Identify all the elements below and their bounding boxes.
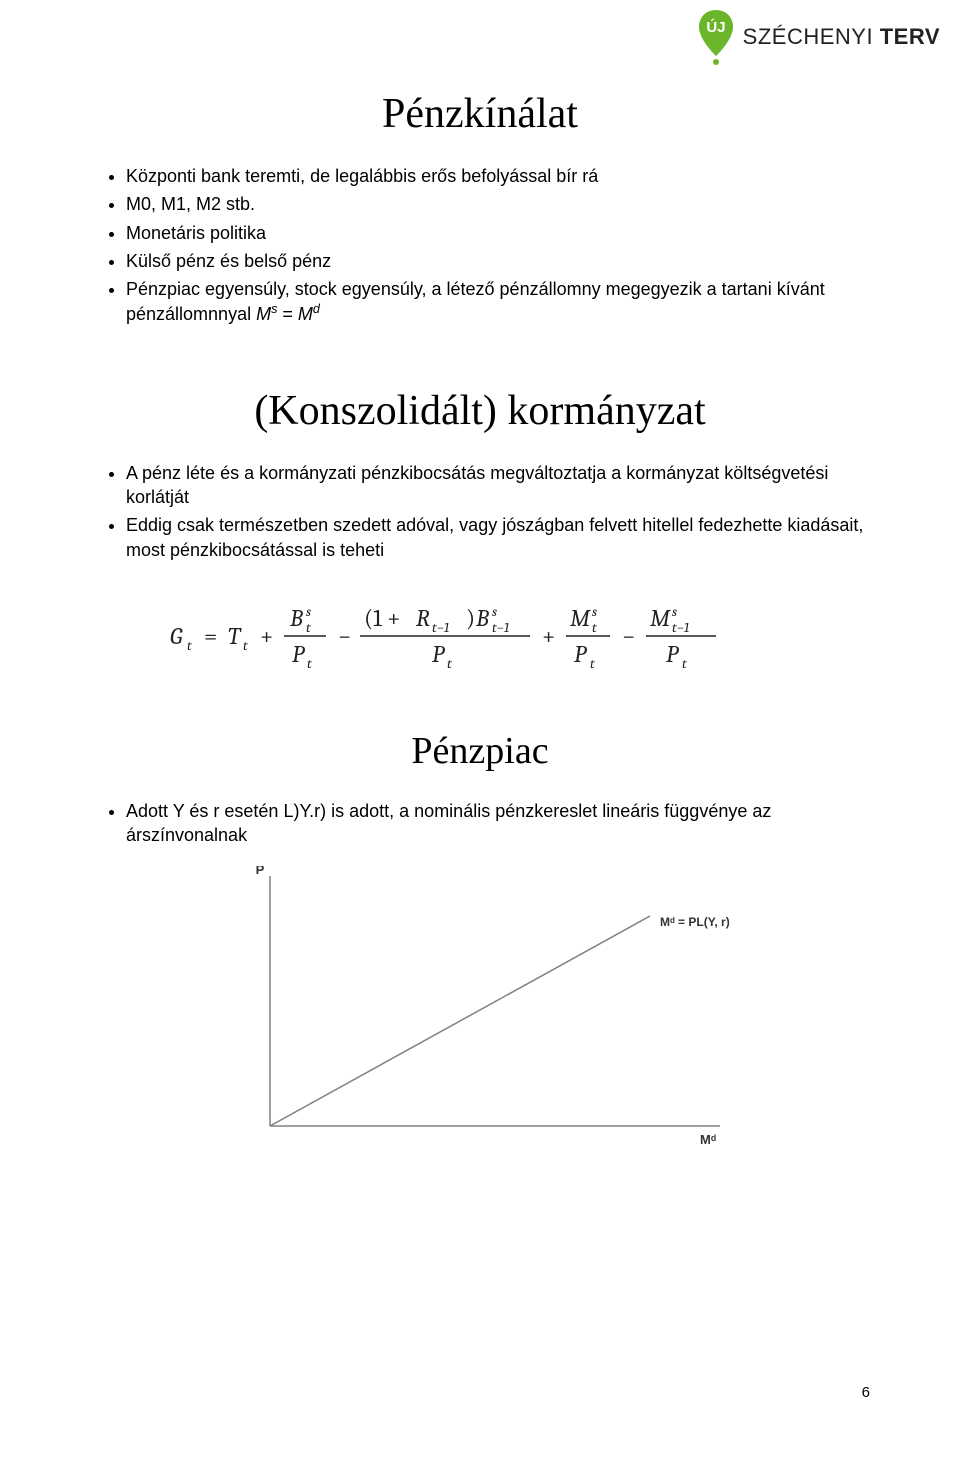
- svg-text:t: t: [592, 619, 598, 636]
- svg-text:P: P: [432, 640, 445, 668]
- svg-text:=: =: [204, 622, 217, 650]
- pin-text: ÚJ: [706, 18, 725, 36]
- bullet-list-2: A pénz léte és a kormányzati pénzkibocsá…: [90, 461, 870, 562]
- svg-text:P: P: [256, 866, 265, 877]
- list-item: Pénzpiac egyensúly, stock egyensúly, a l…: [126, 277, 870, 327]
- svg-text:(1 +: (1 +: [364, 604, 400, 632]
- list-item: Központi bank teremti, de legalábbis erő…: [126, 164, 870, 188]
- svg-text:R: R: [416, 604, 430, 632]
- list-item: Eddig csak természetben szedett adóval, …: [126, 513, 870, 562]
- brand-logo: ÚJ SZÉCHENYI TERV: [695, 8, 940, 66]
- section-title-3: Pénzpiac: [90, 729, 870, 773]
- section-title-2: (Konszolidált) kormányzat: [90, 387, 870, 435]
- section-title-1: Pénzkínálat: [90, 90, 870, 138]
- svg-text:t: t: [187, 637, 193, 654]
- svg-text:t: t: [447, 655, 453, 672]
- bullet-list-1: Központi bank teremti, de legalábbis erő…: [90, 164, 870, 327]
- page-number: 6: [862, 1384, 870, 1401]
- svg-text:t−1: t−1: [492, 619, 509, 636]
- logo-regular: SZÉCHENYI: [743, 24, 873, 49]
- svg-text:t: t: [590, 655, 596, 672]
- bullet-text: Eddig csak természetben szedett adóval, …: [126, 515, 863, 559]
- svg-text:s: s: [672, 603, 677, 620]
- svg-text:Mᵈ: Mᵈ: [700, 1132, 716, 1147]
- svg-text:P: P: [666, 640, 679, 668]
- svg-text:t: t: [306, 619, 312, 636]
- logo-bold: TERV: [880, 24, 940, 49]
- svg-text:t−1: t−1: [672, 619, 689, 636]
- svg-text:T: T: [228, 622, 242, 650]
- svg-text:+: +: [260, 622, 273, 650]
- bullet-text: Pénzpiac egyensúly, stock egyensúly, a l…: [126, 279, 825, 324]
- svg-text:t: t: [307, 655, 313, 672]
- svg-text:B: B: [475, 604, 489, 632]
- bullet-text: Központi bank teremti, de legalábbis erő…: [126, 166, 598, 186]
- bullet-text: M0, M1, M2 stb.: [126, 194, 255, 214]
- list-item: Monetáris politika: [126, 221, 870, 245]
- budget-constraint-formula: Gt = Tt + Bts Pt − (1 + Rt−1 ) Bt−1s Pt …: [90, 596, 870, 679]
- list-item: Külső pénz és belső pénz: [126, 249, 870, 273]
- svg-text:): ): [466, 604, 475, 632]
- list-item: A pénz léte és a kormányzati pénzkibocsá…: [126, 461, 870, 510]
- svg-text:t−1: t−1: [432, 619, 449, 636]
- svg-text:−: −: [338, 622, 351, 650]
- svg-text:s: s: [492, 603, 497, 620]
- svg-text:P: P: [574, 640, 587, 668]
- bullet-text: Monetáris politika: [126, 223, 266, 243]
- svg-text:+: +: [542, 622, 555, 650]
- svg-text:−: −: [622, 622, 635, 650]
- svg-text:t: t: [682, 655, 688, 672]
- svg-text:t: t: [243, 637, 249, 654]
- list-item: Adott Y és r esetén L)Y.r) is adott, a n…: [126, 799, 870, 848]
- bullet-list-3: Adott Y és r esetén L)Y.r) is adott, a n…: [90, 799, 870, 848]
- bullet-text: Adott Y és r esetén L)Y.r) is adott, a n…: [126, 801, 771, 845]
- svg-text:Mᵈ = PL(Y, r): Mᵈ = PL(Y, r): [660, 915, 730, 929]
- bullet-text: A pénz léte és a kormányzati pénzkibocsá…: [126, 463, 828, 507]
- money-demand-chart: P Mᵈ Mᵈ = PL(Y, r): [220, 866, 740, 1161]
- list-item: M0, M1, M2 stb.: [126, 192, 870, 216]
- svg-text:s: s: [306, 603, 311, 620]
- bullet-text: Külső pénz és belső pénz: [126, 251, 331, 271]
- logo-text: SZÉCHENYI TERV: [743, 25, 940, 48]
- svg-text:G: G: [170, 622, 183, 650]
- svg-text:M: M: [570, 604, 591, 632]
- svg-text:B: B: [289, 604, 303, 632]
- svg-text:s: s: [592, 603, 597, 620]
- pin-icon: ÚJ: [695, 8, 737, 66]
- svg-text:P: P: [292, 640, 305, 668]
- svg-text:M: M: [650, 604, 671, 632]
